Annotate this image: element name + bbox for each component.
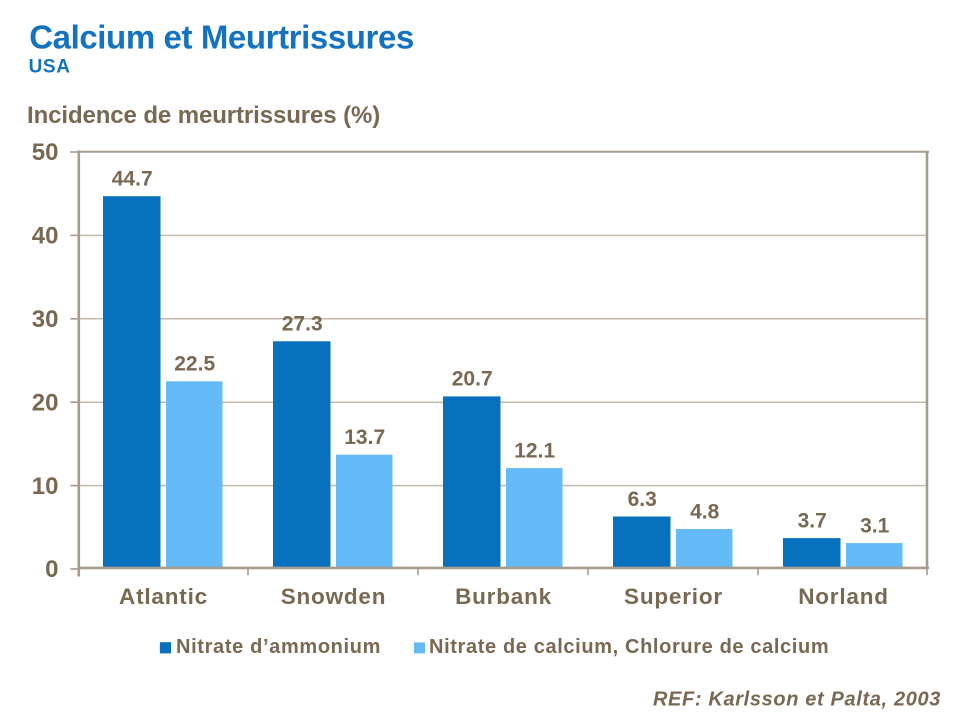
- svg-text:Superior: Superior: [624, 584, 723, 609]
- svg-text:30: 30: [32, 306, 59, 333]
- svg-text:20: 20: [32, 389, 59, 416]
- svg-text:Snowden: Snowden: [281, 584, 387, 609]
- svg-text:Burbank: Burbank: [455, 584, 552, 609]
- svg-text:44.7: 44.7: [112, 168, 153, 191]
- svg-text:0: 0: [45, 556, 58, 583]
- svg-text:REF: Karlsson et Palta, 2003: REF: Karlsson et Palta, 2003: [653, 689, 941, 711]
- svg-text:Nitrate d’ammonium: Nitrate d’ammonium: [176, 636, 381, 658]
- svg-text:Nitrate de calcium, Chlorure d: Nitrate de calcium, Chlorure de calcium: [429, 636, 829, 658]
- svg-text:Atlantic: Atlantic: [119, 584, 208, 609]
- svg-text:3.1: 3.1: [860, 514, 890, 537]
- svg-text:6.3: 6.3: [628, 488, 657, 511]
- svg-text:13.7: 13.7: [344, 426, 385, 449]
- svg-text:50: 50: [32, 139, 59, 166]
- svg-text:27.3: 27.3: [282, 313, 323, 336]
- svg-text:3.7: 3.7: [798, 509, 827, 532]
- svg-text:4.8: 4.8: [690, 500, 720, 523]
- svg-text:20.7: 20.7: [452, 368, 493, 391]
- svg-text:22.5: 22.5: [174, 353, 215, 376]
- svg-text:40: 40: [32, 223, 59, 250]
- svg-text:Calcium et Meurtrissures: Calcium et Meurtrissures: [29, 19, 414, 56]
- svg-text:Norland: Norland: [798, 584, 889, 609]
- svg-text:12.1: 12.1: [514, 439, 555, 462]
- svg-text:USA: USA: [29, 57, 71, 78]
- svg-text:10: 10: [32, 473, 59, 500]
- svg-text:Incidence de meurtrissures (%): Incidence de meurtrissures (%): [27, 102, 380, 129]
